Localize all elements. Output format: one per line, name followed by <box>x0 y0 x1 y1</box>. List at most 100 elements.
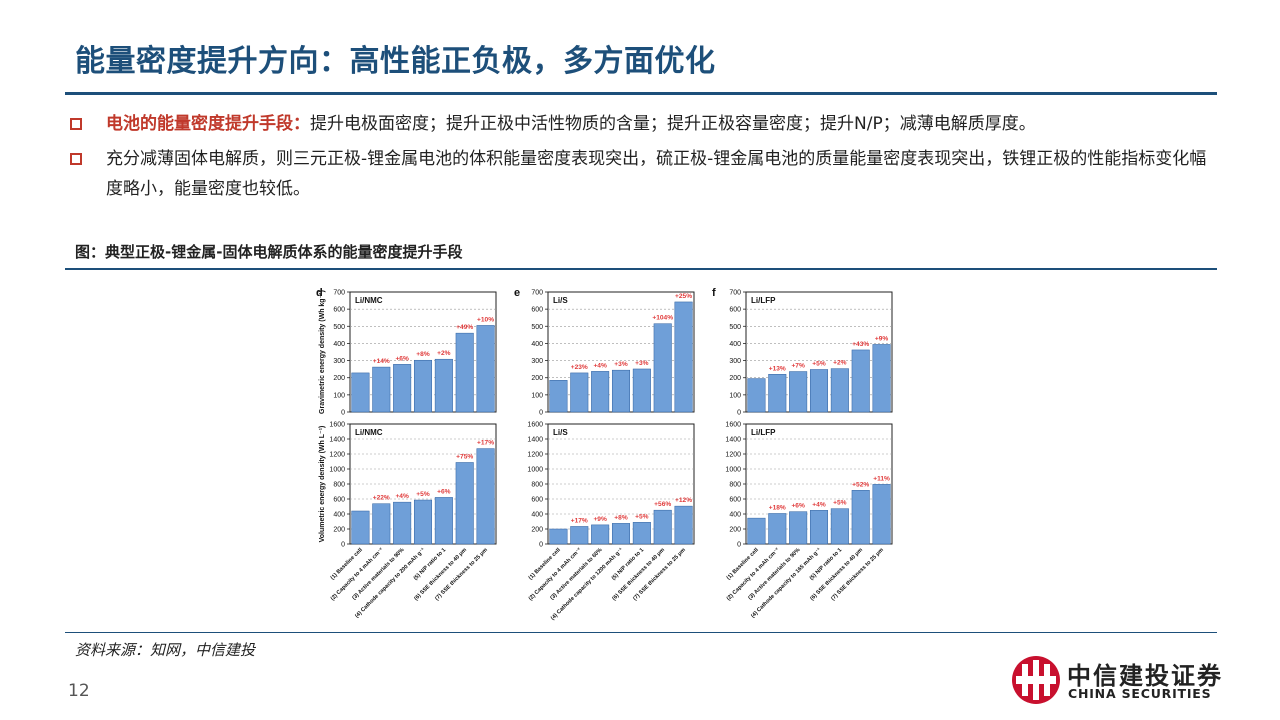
bullet-text: 充分减薄固体电解质，则三元正极-锂金属电池的体积能量密度表现突出，硫正极-锂金属… <box>106 149 1207 199</box>
y-tick-label: 300 <box>333 358 345 365</box>
y-tick-label: 1400 <box>527 437 543 444</box>
company-logo: 中信建投证券 CHINA SECURITIES <box>1010 654 1225 706</box>
bar <box>351 510 370 545</box>
bar <box>632 522 651 545</box>
bar-data-label: +17% <box>477 440 494 447</box>
bar <box>413 499 433 545</box>
y-tick-label: 400 <box>333 512 345 519</box>
bar <box>789 511 808 545</box>
y-tick-label: 400 <box>729 341 741 348</box>
bullet-highlight: 电池的能量密度提升手段： <box>106 114 310 134</box>
panel-inset-label: Li/S <box>553 296 568 305</box>
bar <box>809 369 829 413</box>
y-tick-label: 1400 <box>329 437 345 444</box>
bar <box>476 325 495 413</box>
y-tick-label: 800 <box>531 482 543 489</box>
bar-data-label: +5% <box>635 513 649 520</box>
y-tick-label: 600 <box>333 497 345 504</box>
bar-data-label: +104% <box>652 315 673 322</box>
bar <box>455 332 474 413</box>
bar-data-label: +4% <box>812 501 826 508</box>
bar-data-label: +6% <box>437 488 451 495</box>
bar <box>674 505 693 545</box>
bar <box>830 508 849 545</box>
panel-inset-label: Li/NMC <box>355 296 383 305</box>
bar-data-label: +52% <box>852 481 869 488</box>
bar-data-label: +14% <box>373 358 390 365</box>
bar <box>434 497 453 545</box>
panel-inset-label: Li/S <box>553 428 568 437</box>
y-axis-label: Gravimetric energy density (Wh kg⁻¹) <box>319 290 326 414</box>
bar-data-label: +43% <box>852 341 869 348</box>
bar-data-label: +8% <box>614 514 628 521</box>
bar <box>591 524 610 545</box>
bar-data-label: +17% <box>571 517 588 524</box>
bar-data-label: +9% <box>593 516 607 523</box>
bar <box>393 364 412 413</box>
y-tick-label: 200 <box>729 375 741 382</box>
y-tick-label: 500 <box>531 324 543 331</box>
y-tick-label: 200 <box>531 527 543 534</box>
bullet-square-icon <box>70 118 82 130</box>
bar-data-label: +6% <box>791 503 805 510</box>
y-tick-label: 400 <box>531 512 543 519</box>
bar-data-label: +49% <box>456 324 473 331</box>
bar-data-label: +25% <box>675 293 692 300</box>
bar <box>872 344 891 413</box>
y-tick-label: 800 <box>729 482 741 489</box>
bar-data-label: +9% <box>875 335 889 342</box>
panel-letter: e <box>514 287 520 299</box>
bar-data-label: +3% <box>635 360 649 367</box>
bar <box>653 509 672 545</box>
bar-chart-grid: 0 100 200 300 400 500 600 700 d Li/NMC Gravimetric… <box>316 287 893 622</box>
bar <box>570 526 589 545</box>
bar <box>549 380 568 413</box>
bar-data-label: +11% <box>873 475 890 482</box>
page-title: 能量密度提升方向：高性能正负极，多方面优化 <box>75 44 716 79</box>
figure-caption: 图：典型正极-锂金属-固体电解质体系的能量密度提升手段 <box>75 243 463 261</box>
y-tick-label: 0 <box>341 410 345 417</box>
bar-data-label: +2% <box>437 350 451 357</box>
bar <box>393 501 412 545</box>
y-tick-label: 600 <box>729 307 741 314</box>
bar-data-label: +4% <box>593 362 607 369</box>
y-tick-label: 600 <box>729 497 741 504</box>
bar-data-label: +7% <box>791 363 805 370</box>
bar <box>851 490 870 545</box>
source-note: 资料来源：知网，中信建投 <box>75 641 256 659</box>
y-tick-label: 0 <box>539 542 543 549</box>
y-tick-label: 1600 <box>329 422 345 429</box>
bar <box>372 503 391 545</box>
logo-chinese-text: 中信建投证券 <box>1067 662 1223 690</box>
bar-data-label: +6% <box>395 355 409 362</box>
x-tick-label: (4) Cathode capacity to 1200 mAh g⁻¹ <box>549 546 624 621</box>
bar <box>674 301 693 413</box>
bar-data-label: +13% <box>769 365 786 372</box>
footer-divider <box>65 632 1217 633</box>
bar <box>789 371 808 413</box>
y-tick-label: 1600 <box>725 422 741 429</box>
bar <box>591 371 610 413</box>
bar <box>611 369 631 413</box>
y-tick-label: 1000 <box>527 467 543 474</box>
y-tick-label: 0 <box>341 542 345 549</box>
bar-data-label: +3% <box>614 361 628 368</box>
bar-data-label: +5% <box>416 491 430 498</box>
y-tick-label: 1400 <box>725 437 741 444</box>
bar <box>476 448 495 545</box>
title-divider <box>65 92 1217 95</box>
bullet-point-1: 电池的能量密度提升手段：提升电极面密度；提升正极中活性物质的含量；提升正极容量密… <box>70 109 1210 139</box>
y-tick-label: 700 <box>333 290 345 297</box>
bar <box>455 462 474 545</box>
y-tick-label: 200 <box>333 527 345 534</box>
bar <box>413 359 433 413</box>
bar <box>830 368 849 413</box>
y-tick-label: 100 <box>333 392 345 399</box>
bar <box>653 323 672 413</box>
y-tick-label: 1000 <box>329 467 345 474</box>
y-tick-label: 600 <box>531 307 543 314</box>
y-tick-label: 200 <box>333 375 345 382</box>
y-tick-label: 700 <box>531 290 543 297</box>
china-securities-logo-icon <box>1012 656 1060 704</box>
bar-data-label: +23% <box>571 364 588 371</box>
